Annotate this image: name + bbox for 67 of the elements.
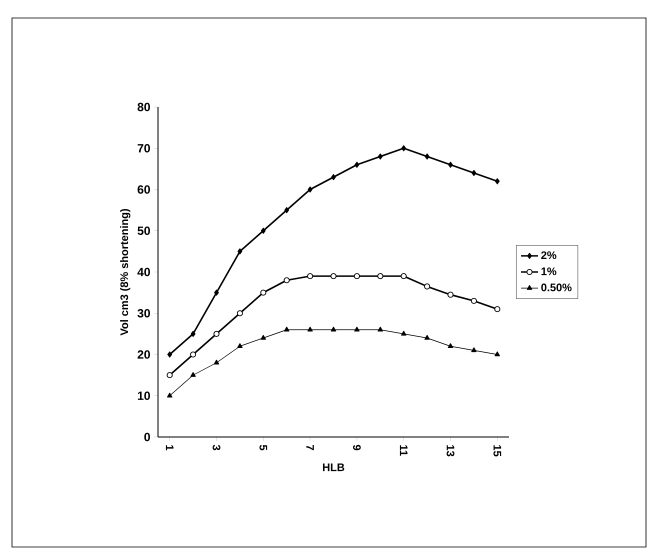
legend-label: 0.50%: [541, 284, 572, 292]
point: [378, 153, 383, 160]
point: [284, 207, 290, 214]
x-tick-label: 13: [446, 445, 454, 456]
legend-label: 1%: [542, 267, 556, 276]
point: [307, 273, 314, 280]
point: [214, 290, 219, 296]
point: [400, 273, 407, 280]
point: [238, 248, 242, 254]
point: [401, 145, 406, 152]
x-tick-label: 11: [400, 445, 408, 456]
point: [494, 178, 500, 184]
point: [330, 273, 337, 280]
point: [378, 326, 383, 332]
point: [214, 360, 220, 364]
point: [424, 153, 430, 160]
point: [237, 343, 243, 348]
point: [470, 298, 477, 304]
point: [401, 330, 406, 336]
point: [330, 326, 336, 332]
point: [166, 372, 173, 378]
point: [260, 228, 266, 234]
point: [167, 351, 172, 358]
y-axis-title: Vol cm3 (8% shortening): [120, 209, 130, 336]
point: [190, 372, 196, 377]
point: [354, 326, 360, 332]
point: [167, 392, 172, 398]
point: [447, 292, 454, 298]
y-tick-label: 10: [138, 392, 150, 400]
point: [307, 326, 313, 332]
point: [494, 306, 500, 312]
point: [471, 347, 477, 352]
point: [236, 310, 243, 316]
point: [354, 273, 360, 280]
x-tick-label: 9: [353, 444, 361, 450]
y-tick-label: 50: [138, 226, 150, 235]
point: [260, 290, 266, 296]
y-tick-label: 60: [138, 185, 150, 194]
y-tick-label: 70: [138, 144, 150, 152]
point: [308, 186, 312, 193]
legend-label: 2%: [541, 251, 556, 260]
y-tick-label: 40: [137, 268, 150, 276]
point: [260, 334, 266, 340]
y-tick-label: 20: [138, 350, 150, 359]
point: [284, 326, 290, 332]
y-tick-label: 30: [137, 309, 150, 318]
point: [494, 351, 500, 356]
point: [472, 170, 476, 176]
point: [331, 174, 336, 180]
x-axis-title: HLB: [322, 464, 344, 472]
y-tick-label: 0: [144, 432, 150, 442]
y-tick-label: 80: [138, 102, 150, 112]
x-tick-label: 3: [212, 444, 220, 450]
point: [448, 343, 454, 348]
point: [213, 330, 220, 337]
point: [448, 162, 453, 168]
x-tick-label: 7: [306, 444, 314, 450]
point: [354, 162, 360, 168]
point: [190, 330, 196, 337]
point: [190, 351, 196, 358]
x-tick-label: 15: [493, 445, 502, 456]
x-tick-label: 5: [259, 444, 268, 450]
point: [424, 283, 430, 290]
point: [424, 334, 430, 340]
x-tick-label: 1: [166, 445, 174, 450]
point: [377, 273, 384, 280]
point: [284, 277, 290, 284]
